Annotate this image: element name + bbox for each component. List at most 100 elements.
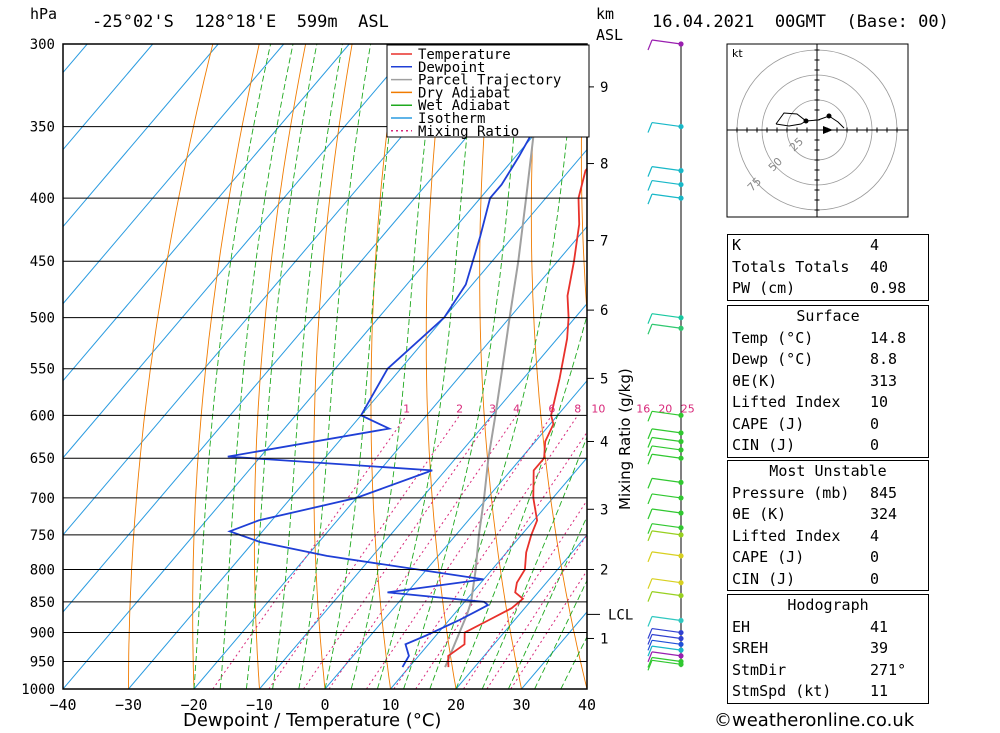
- wind-barb-flag: [647, 578, 653, 589]
- dry-adiabat-line: [630, 44, 718, 689]
- wet-adiabat-line: [298, 44, 372, 689]
- wind-level-dot: [678, 447, 684, 453]
- hodograph-point: [826, 113, 832, 119]
- hodograph-unit-label: kt: [732, 47, 743, 60]
- x-tick-label: 30: [512, 696, 530, 714]
- wind-barb-flag: [647, 591, 653, 602]
- legend-box: [386, 44, 590, 138]
- x-tick-label: −10: [246, 696, 273, 714]
- wind-barb-flag: [647, 551, 653, 563]
- mixing-ratio-axis-title: Mixing Ratio (g/kg): [616, 368, 634, 510]
- km-tick-label: 5: [600, 371, 608, 387]
- pressure-level-label: 600: [30, 408, 55, 424]
- wind-level-dot: [678, 592, 684, 599]
- table-title: Hodograph: [787, 596, 869, 614]
- wind-barb: [651, 39, 682, 45]
- table-row-value: 14.8: [870, 328, 907, 347]
- wind-barb-flag: [647, 39, 653, 51]
- table-row: StmDir 271°: [728, 660, 928, 682]
- table-row-value: 10: [870, 393, 889, 411]
- wind-barb-flag: [647, 411, 653, 422]
- table-row-label: PW (cm): [732, 279, 796, 297]
- wind-level-dot: [678, 525, 684, 531]
- km-label: km: [596, 5, 615, 23]
- dewpoint-line: [227, 44, 580, 668]
- isotherm-line: [63, 44, 285, 305]
- pressure-level-label: 800: [30, 562, 55, 578]
- location-title: -25°02'S 128°18'E 599m ASL: [92, 12, 389, 32]
- mixing-ratio-label: 10: [591, 402, 605, 415]
- table-row-label: CIN (J): [732, 569, 796, 588]
- hpa-label: hPa: [30, 5, 58, 23]
- wind-level-dot: [678, 641, 684, 647]
- wind-level-dot: [678, 479, 684, 485]
- x-tick-label: −20: [180, 696, 207, 714]
- dry-adiabat-line: [192, 44, 260, 689]
- wind-barb-flag: [647, 193, 653, 205]
- mixing-ratio-label: 3: [489, 402, 496, 415]
- table-row-label: Totals Totals: [732, 257, 850, 276]
- legend-entry: Dry Adiabat: [418, 85, 511, 101]
- wind-barb-flag: [647, 508, 653, 520]
- wind-barb: [651, 121, 682, 128]
- storm-motion-marker: [823, 126, 833, 134]
- km-tick-label: 4: [600, 434, 608, 450]
- wind-barb-flag: [647, 645, 653, 657]
- surface-table: Surface Temp (°C) 14.8 Dewp (°C) 8.8 θE(K) 313…: [727, 305, 929, 458]
- wind-barb-flag: [647, 166, 653, 177]
- wind-barb-flag: [647, 523, 653, 534]
- wet-adiabat-line: [245, 44, 318, 689]
- x-tick-label: 10: [381, 696, 399, 714]
- isotherm-line: [128, 148, 587, 689]
- wind-barb: [651, 445, 682, 451]
- wind-barb: [651, 410, 682, 416]
- dry-adiabat-line: [530, 44, 587, 689]
- legend-entry: Mixing Ratio: [418, 124, 519, 140]
- table-row: CAPE (J) 0: [728, 547, 928, 569]
- wind-level-dot: [678, 661, 684, 667]
- isotherm-line: [63, 44, 416, 459]
- pressure-level-label: 750: [30, 528, 55, 544]
- pressure-level-label: 400: [30, 191, 55, 207]
- wind-barb-flag: [647, 493, 653, 505]
- wind-barb: [651, 578, 682, 584]
- wind-barb: [651, 627, 682, 634]
- mixing-ratio-label: 4: [513, 402, 520, 415]
- pressure-level-label: 900: [30, 626, 55, 642]
- wind-barb: [651, 551, 682, 557]
- wind-barb: [651, 313, 682, 319]
- wind-barb: [651, 428, 682, 434]
- table-row-label: CAPE (J): [732, 414, 805, 433]
- wind-level-dot: [678, 653, 684, 659]
- parcel-trajectory-line: [444, 44, 547, 668]
- dry-adiabat-line: [580, 44, 587, 318]
- mixing-ratio-label: 1: [403, 402, 410, 415]
- pressure-level-label: 450: [30, 254, 55, 270]
- pressure-level-label: 300: [30, 37, 55, 53]
- wind-barb: [651, 530, 682, 536]
- x-tick-label: −40: [49, 696, 76, 714]
- wind-level-dot: [678, 532, 684, 538]
- wind-level-dot: [678, 123, 684, 130]
- table-row: PW (cm) 0.98: [728, 278, 928, 300]
- table-row-label: SREH: [732, 639, 769, 657]
- table-row-value: 11: [870, 682, 889, 700]
- wind-barb-flag: [647, 313, 653, 324]
- table-row-label: CAPE (J): [732, 548, 805, 566]
- table-row: Temp (°C) 14.8: [728, 328, 928, 350]
- wind-barb: [651, 453, 682, 459]
- wind-barb-flag: [647, 651, 653, 663]
- isotherm-line: [63, 71, 587, 689]
- hodograph-point: [803, 118, 809, 124]
- wind-level-dot: [678, 168, 684, 174]
- table-row-value: 0: [870, 414, 880, 433]
- isotherm-line: [63, 44, 481, 536]
- table-row-value: 0: [870, 436, 880, 454]
- table-row: Lifted Index 10: [728, 392, 928, 414]
- table-row-label: θE(K): [732, 371, 778, 390]
- wind-barb-flag: [647, 478, 653, 489]
- wind-level-dot: [678, 195, 684, 201]
- table-row-value: 324: [870, 505, 898, 523]
- wind-barb-flag: [647, 324, 653, 335]
